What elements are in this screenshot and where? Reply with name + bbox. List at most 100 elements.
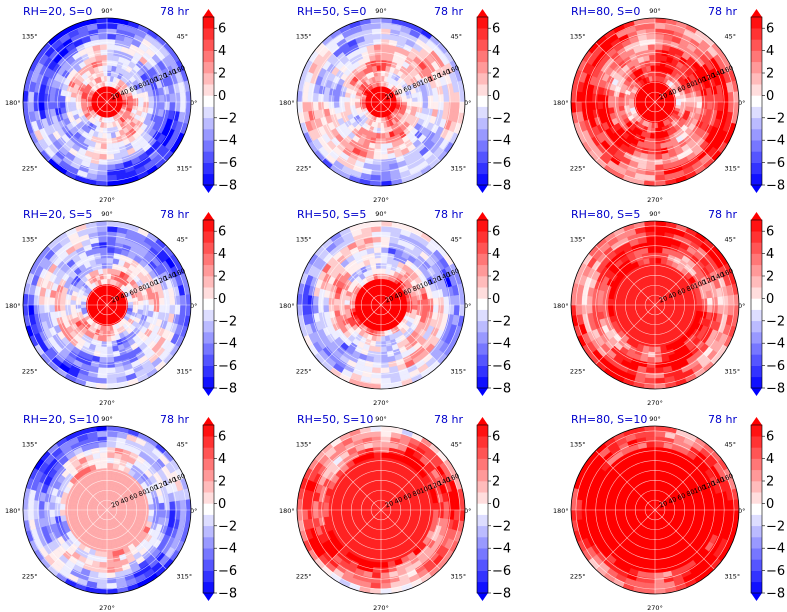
contour-cell <box>401 304 408 309</box>
contour-cell <box>323 94 330 103</box>
contour-cell <box>100 143 108 150</box>
angle-tick-label: 45° <box>725 236 737 244</box>
angle-tick-label: 90° <box>375 7 387 15</box>
contour-cell <box>158 101 166 110</box>
contour-cell <box>380 278 385 285</box>
contour-cell <box>646 38 656 45</box>
contour-cell <box>106 44 115 51</box>
colorbar-extend-high <box>203 212 214 220</box>
contour-cell <box>372 38 382 45</box>
contour-cell <box>349 300 356 306</box>
contour-cell <box>106 257 114 264</box>
angular-gridline <box>47 101 108 162</box>
contour-cell <box>591 304 598 314</box>
colorbar-extend-low <box>477 185 488 193</box>
colorbar-tick-label: 0 <box>766 89 774 104</box>
contour-cell <box>127 304 134 309</box>
panel-title: RH=50, S=0 <box>297 5 366 18</box>
colorbar-tick-label: −6 <box>492 359 511 374</box>
colorbar-segment <box>477 220 488 232</box>
contour-cell <box>432 94 440 103</box>
colorbar-segment <box>751 50 762 63</box>
colorbar-frame <box>476 16 489 186</box>
contour-cell <box>597 94 604 103</box>
contour-cell <box>43 296 50 306</box>
angle-tick-label: 270° <box>99 399 115 407</box>
contour-cell <box>100 54 108 61</box>
contour-cell <box>645 236 656 243</box>
angle-tick-label: 135° <box>296 236 312 244</box>
contour-cell <box>633 99 640 103</box>
panel-time-label: 78 hr <box>160 208 189 221</box>
contour-cell <box>97 33 108 40</box>
contour-cell <box>443 304 450 315</box>
colorbar-tick-label: 2 <box>218 270 226 285</box>
colorbar-tick-label: 0 <box>492 89 500 104</box>
contour-cell <box>727 101 735 113</box>
colorbar-segment <box>751 173 762 186</box>
contour-cell <box>164 93 171 103</box>
contour-cell <box>654 362 664 369</box>
contour-cell <box>373 356 382 364</box>
radial-tick-label: 40 <box>119 87 130 98</box>
contour-cell <box>406 101 413 107</box>
contour-cell <box>443 295 450 306</box>
contour-cell <box>576 304 583 316</box>
contour-cell <box>106 278 111 285</box>
contour-cell <box>380 273 386 280</box>
colorbar-segment <box>477 276 488 288</box>
contour-cell <box>648 346 656 353</box>
colorbar-segment <box>477 28 488 40</box>
contour-cell <box>712 296 719 306</box>
contour-cell <box>650 330 656 337</box>
angle-tick-label: 225° <box>570 165 586 173</box>
contour-cell <box>302 91 309 103</box>
contour-cell <box>70 299 77 306</box>
contour-cell <box>179 101 187 113</box>
contour-cell <box>104 320 108 327</box>
contour-cell <box>654 33 665 40</box>
contour-cell <box>106 273 112 280</box>
contour-cell <box>675 304 682 309</box>
angle-tick-label: 315° <box>725 368 741 376</box>
contour-cell <box>370 226 382 233</box>
contour-cell <box>312 92 319 103</box>
contour-cell <box>43 304 50 314</box>
contour-cell <box>374 54 382 61</box>
contour-cell <box>647 247 656 254</box>
contour-cell <box>654 273 660 280</box>
colorbar-segment <box>751 28 762 40</box>
colorbar-segment <box>477 231 488 243</box>
contour-cell <box>96 226 108 233</box>
contour-cell <box>375 335 382 343</box>
panel-title: RH=20, S=0 <box>23 5 92 18</box>
colorbar-tick-label: −2 <box>492 314 511 329</box>
panel-time-label: 78 hr <box>434 5 463 18</box>
contour-cell <box>106 283 110 290</box>
angular-gridline <box>380 101 441 162</box>
colorbar-segment <box>477 39 488 51</box>
colorbar-segment <box>751 95 762 107</box>
contour-cell <box>169 92 176 103</box>
contour-cell <box>717 92 724 103</box>
contour-cell <box>633 302 640 306</box>
colorbar-segment <box>203 242 214 254</box>
contour-cell <box>49 101 56 110</box>
contour-cell <box>648 257 656 264</box>
colorbar-tick-label: 4 <box>766 44 774 59</box>
colorbar-segment <box>477 253 488 266</box>
contour-cell <box>586 295 593 306</box>
colorbar-segment <box>203 276 214 288</box>
contour-cell <box>323 101 330 110</box>
angle-tick-label: 315° <box>725 165 741 173</box>
contour-cell <box>717 101 724 112</box>
contour-cell <box>106 153 115 161</box>
contour-cell <box>80 301 87 306</box>
polar-panel: 2040608010012014016090°45°0°315°270°225°… <box>279 5 471 204</box>
contour-cell <box>370 377 382 385</box>
angle-tick-label: 0° <box>190 302 197 310</box>
contour-cell <box>99 356 108 364</box>
angle-tick-label: 315° <box>451 368 467 376</box>
contour-cell <box>98 241 108 248</box>
contour-cell <box>453 304 461 316</box>
